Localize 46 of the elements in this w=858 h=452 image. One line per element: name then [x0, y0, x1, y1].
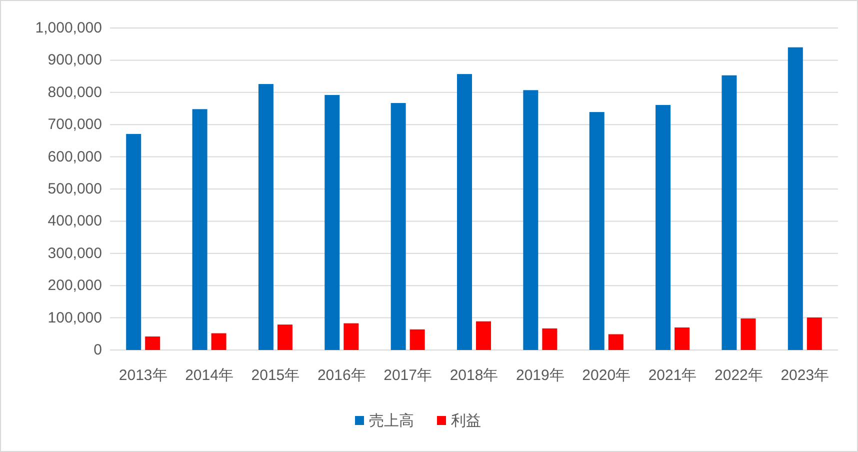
bar [476, 321, 491, 350]
y-tick-label: 1,000,000 [35, 20, 102, 36]
x-tick-label: 2013年 [118, 367, 168, 384]
y-tick-label: 500,000 [48, 180, 102, 198]
x-tick-label: 2023年 [780, 367, 830, 384]
bar [608, 334, 624, 350]
bar [788, 47, 803, 350]
x-tick-label: 2015年 [251, 367, 300, 384]
bar [523, 90, 538, 350]
bar [145, 336, 160, 350]
bar [390, 103, 406, 350]
legend-label: 売上高 [369, 412, 414, 430]
bar [258, 84, 274, 350]
y-tick-label: 0 [94, 342, 102, 358]
x-tick-label: 2017年 [384, 367, 432, 384]
legend-label: 利益 [451, 412, 481, 430]
y-tick-label: 700,000 [48, 116, 102, 134]
y-tick-label: 800,000 [48, 84, 102, 101]
x-tick-label: 2021年 [648, 367, 697, 384]
x-tick-label: 2014年 [185, 367, 234, 384]
bar [740, 318, 756, 350]
y-tick-label: 900,000 [48, 52, 102, 69]
x-tick-label: 2020年 [582, 367, 631, 384]
x-tick-label: 2019年 [516, 367, 564, 384]
x-tick-label: 2018年 [450, 367, 498, 384]
bar [674, 327, 690, 350]
bar [344, 323, 359, 350]
x-tick-label: 2016年 [317, 367, 366, 384]
y-tick-label: 600,000 [48, 148, 102, 166]
bar [656, 104, 671, 350]
bar [211, 333, 226, 350]
bar [542, 328, 558, 350]
y-tick-label: 300,000 [48, 244, 102, 262]
bar [722, 75, 737, 350]
bar [457, 74, 472, 350]
bar [192, 109, 208, 350]
bar [589, 112, 604, 350]
bar [410, 329, 425, 350]
x-tick-label: 2022年 [714, 367, 763, 384]
y-tick-label: 400,000 [48, 212, 102, 230]
y-tick-label: 100,000 [48, 309, 102, 326]
bar [277, 324, 292, 350]
bar [324, 94, 340, 350]
bar [806, 317, 822, 350]
y-tick-label: 200,000 [48, 277, 102, 294]
bar [126, 134, 142, 350]
